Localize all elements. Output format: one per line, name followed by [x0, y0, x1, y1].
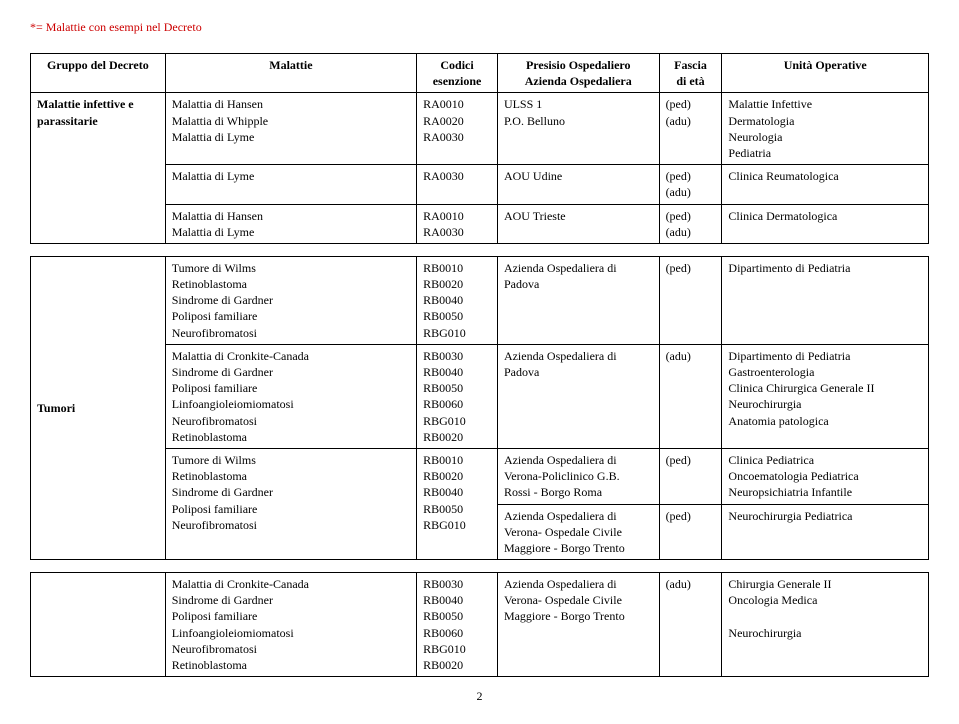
cell-presidio: AOU Trieste — [497, 204, 659, 243]
cell-malattie: Malattia di Cronkite-CanadaSindrome di G… — [165, 573, 416, 677]
cell-unita: Clinica Reumatologica — [722, 165, 929, 204]
cell-presidio: Azienda Ospedaliera diVerona-Policlinico… — [497, 448, 659, 504]
cell-gruppo — [31, 573, 166, 677]
cell-presidio: ULSS 1P.O. Belluno — [497, 93, 659, 165]
hdr-fascia: Fasciadi età — [659, 54, 722, 93]
cell-malattie: Tumore di WilmsRetinoblastomaSindrome di… — [165, 256, 416, 344]
cell-malattie: Malattia di Cronkite-CanadaSindrome di G… — [165, 344, 416, 448]
table-row: Malattia di Cronkite-CanadaSindrome di G… — [31, 573, 929, 677]
cell-presidio: Azienda Ospedaliera diVerona- Ospedale C… — [497, 504, 659, 560]
table-row: Malattia di HansenMalattia di Lyme RA001… — [31, 204, 929, 243]
cell-presidio: Azienda Ospedaliera diPadova — [497, 344, 659, 448]
cell-fascia: (ped)(adu) — [659, 204, 722, 243]
cell-fascia: (adu) — [659, 344, 722, 448]
cell-fascia: (ped)(adu) — [659, 93, 722, 165]
cell-unita: Clinica Dermatologica — [722, 204, 929, 243]
table-infettive: Gruppo del Decreto Malattie Codiciesenzi… — [30, 53, 929, 244]
cell-fascia: (ped)(adu) — [659, 165, 722, 204]
cell-unita: Dipartimento di Pediatria — [722, 256, 929, 344]
table-tumori: Tumori Tumore di WilmsRetinoblastomaSind… — [30, 256, 929, 560]
hdr-presidio: Presisio OspedalieroAzienda Ospedaliera — [497, 54, 659, 93]
cell-codici: RB0010RB0020RB0040RB0050RBG010 — [417, 256, 498, 344]
cell-codici: RA0030 — [417, 165, 498, 204]
hdr-unita: Unità Operative — [722, 54, 929, 93]
cell-codici: RA0010RA0020RA0030 — [417, 93, 498, 165]
cell-presidio: Azienda Ospedaliera diPadova — [497, 256, 659, 344]
cell-unita: Clinica PediatricaOncoematologia Pediatr… — [722, 448, 929, 504]
cell-gruppo: Tumori — [31, 256, 166, 559]
table-row: Malattia di Lyme RA0030 AOU Udine (ped)(… — [31, 165, 929, 204]
table-row: Tumore di WilmsRetinoblastomaSindrome di… — [31, 448, 929, 504]
cell-codici: RB0030RB0040RB0050RB0060RBG010RB0020 — [417, 573, 498, 677]
hdr-gruppo: Gruppo del Decreto — [31, 54, 166, 93]
cell-presidio: AOU Udine — [497, 165, 659, 204]
table-row: Malattie infettive eparassitarie Malatti… — [31, 93, 929, 165]
cell-malattie: Malattia di Lyme — [165, 165, 416, 204]
cell-fascia: (ped) — [659, 448, 722, 504]
cell-codici: RB0010RB0020RB0040RB0050RBG010 — [417, 448, 498, 559]
header-row: Gruppo del Decreto Malattie Codiciesenzi… — [31, 54, 929, 93]
cell-fascia: (ped) — [659, 256, 722, 344]
table-row: Malattia di Cronkite-CanadaSindrome di G… — [31, 344, 929, 448]
cell-presidio: Azienda Ospedaliera diVerona- Ospedale C… — [497, 573, 659, 677]
cell-malattie: Malattia di HansenMalattia di Lyme — [165, 204, 416, 243]
cell-unita: Neurochirurgia Pediatrica — [722, 504, 929, 560]
cell-fascia: (ped) — [659, 504, 722, 560]
table-tumori-2: Malattia di Cronkite-CanadaSindrome di G… — [30, 572, 929, 677]
hdr-codici: Codiciesenzione — [417, 54, 498, 93]
cell-gruppo: Malattie infettive eparassitarie — [31, 93, 166, 244]
cell-codici: RA0010RA0030 — [417, 204, 498, 243]
cell-malattie: Malattia di HansenMalattia di WhippleMal… — [165, 93, 416, 165]
cell-fascia: (adu) — [659, 573, 722, 677]
cell-unita: Malattie InfettiveDermatologiaNeurologia… — [722, 93, 929, 165]
cell-codici: RB0030RB0040RB0050RB0060RBG010RB0020 — [417, 344, 498, 448]
page-number: 2 — [30, 689, 929, 704]
hdr-malattie: Malattie — [165, 54, 416, 93]
decree-note: *= Malattie con esempi nel Decreto — [30, 20, 929, 35]
cell-unita: Dipartimento di PediatriaGastroenterolog… — [722, 344, 929, 448]
cell-malattie: Tumore di WilmsRetinoblastomaSindrome di… — [165, 448, 416, 559]
table-row: Tumori Tumore di WilmsRetinoblastomaSind… — [31, 256, 929, 344]
cell-unita: Chirurgia Generale IIOncologia Medica Ne… — [722, 573, 929, 677]
